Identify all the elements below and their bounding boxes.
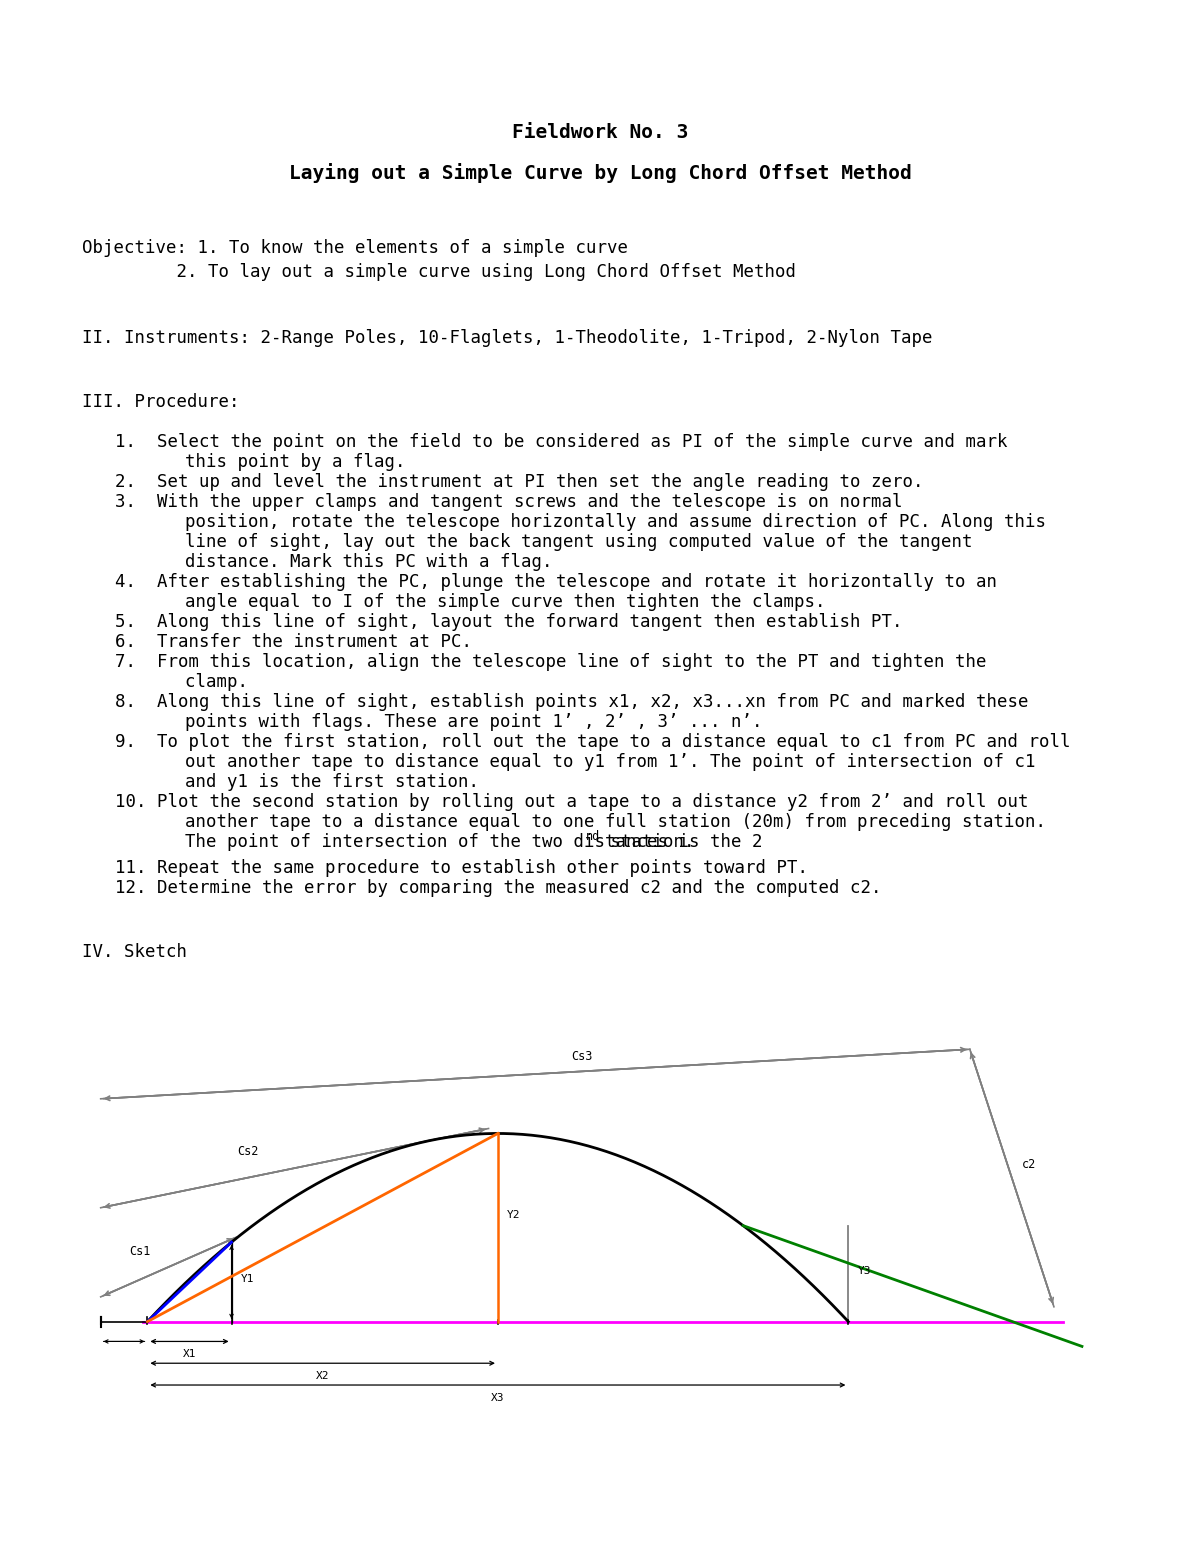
Text: angle equal to I of the simple curve then tighten the clamps.: angle equal to I of the simple curve the… bbox=[143, 593, 826, 610]
Text: 8.  Along this line of sight, establish points x1, x2, x3...xn from PC and marke: 8. Along this line of sight, establish p… bbox=[115, 693, 1028, 711]
Text: Objective: 1. To know the elements of a simple curve: Objective: 1. To know the elements of a … bbox=[82, 239, 628, 256]
Text: 9.  To plot the first station, roll out the tape to a distance equal to c1 from : 9. To plot the first station, roll out t… bbox=[115, 733, 1070, 752]
Text: clamp.: clamp. bbox=[143, 672, 248, 691]
Text: station.: station. bbox=[600, 832, 694, 851]
Text: this point by a flag.: this point by a flag. bbox=[143, 453, 406, 471]
Text: Laying out a Simple Curve by Long Chord Offset Method: Laying out a Simple Curve by Long Chord … bbox=[289, 163, 911, 183]
Text: Y3: Y3 bbox=[858, 1266, 871, 1275]
Text: Fieldwork No. 3: Fieldwork No. 3 bbox=[512, 124, 688, 143]
Text: X2: X2 bbox=[316, 1371, 329, 1381]
Text: 2. To lay out a simple curve using Long Chord Offset Method: 2. To lay out a simple curve using Long … bbox=[82, 262, 796, 281]
Text: points with flags. These are point 1’ , 2’ , 3’ ... n’.: points with flags. These are point 1’ , … bbox=[143, 713, 762, 731]
Text: The point of intersection of the two distances is the 2: The point of intersection of the two dis… bbox=[143, 832, 762, 851]
Text: nd: nd bbox=[586, 829, 600, 842]
Text: Cs2: Cs2 bbox=[238, 1145, 258, 1159]
Text: 10. Plot the second station by rolling out a tape to a distance y2 from 2’ and r: 10. Plot the second station by rolling o… bbox=[115, 794, 1028, 811]
Text: 3.  With the upper clamps and tangent screws and the telescope is on normal: 3. With the upper clamps and tangent scr… bbox=[115, 492, 902, 511]
Text: IV. Sketch: IV. Sketch bbox=[82, 943, 187, 961]
Text: Cs3: Cs3 bbox=[571, 1050, 593, 1064]
Text: 4.  After establishing the PC, plunge the telescope and rotate it horizontally t: 4. After establishing the PC, plunge the… bbox=[115, 573, 997, 592]
Text: Y2: Y2 bbox=[508, 1210, 521, 1219]
Text: 6.  Transfer the instrument at PC.: 6. Transfer the instrument at PC. bbox=[115, 634, 472, 651]
Text: X1: X1 bbox=[182, 1350, 197, 1359]
Text: distance. Mark this PC with a flag.: distance. Mark this PC with a flag. bbox=[143, 553, 552, 572]
Text: c2: c2 bbox=[1021, 1159, 1036, 1171]
Text: 11. Repeat the same procedure to establish other points toward PT.: 11. Repeat the same procedure to establi… bbox=[115, 859, 808, 877]
Text: and y1 is the first station.: and y1 is the first station. bbox=[143, 773, 479, 790]
Text: II. Instruments: 2-Range Poles, 10-Flaglets, 1-Theodolite, 1-Tripod, 2-Nylon Tap: II. Instruments: 2-Range Poles, 10-Flagl… bbox=[82, 329, 932, 346]
Text: 12. Determine the error by comparing the measured c2 and the computed c2.: 12. Determine the error by comparing the… bbox=[115, 879, 882, 898]
Text: 1.  Select the point on the field to be considered as PI of the simple curve and: 1. Select the point on the field to be c… bbox=[115, 433, 1008, 450]
Text: out another tape to distance equal to y1 from 1’. The point of intersection of c: out another tape to distance equal to y1… bbox=[143, 753, 1036, 770]
Text: III. Procedure:: III. Procedure: bbox=[82, 393, 240, 412]
Text: Y1: Y1 bbox=[241, 1273, 254, 1284]
Text: X3: X3 bbox=[491, 1393, 505, 1402]
Text: line of sight, lay out the back tangent using computed value of the tangent: line of sight, lay out the back tangent … bbox=[143, 533, 972, 551]
Text: position, rotate the telescope horizontally and assume direction of PC. Along th: position, rotate the telescope horizonta… bbox=[143, 512, 1046, 531]
Text: 7.  From this location, align the telescope line of sight to the PT and tighten : 7. From this location, align the telesco… bbox=[115, 652, 986, 671]
Text: 5.  Along this line of sight, layout the forward tangent then establish PT.: 5. Along this line of sight, layout the … bbox=[115, 613, 902, 631]
Text: Cs1: Cs1 bbox=[130, 1246, 151, 1258]
Text: 2.  Set up and level the instrument at PI then set the angle reading to zero.: 2. Set up and level the instrument at PI… bbox=[115, 474, 924, 491]
Text: another tape to a distance equal to one full station (20m) from preceding statio: another tape to a distance equal to one … bbox=[143, 814, 1046, 831]
